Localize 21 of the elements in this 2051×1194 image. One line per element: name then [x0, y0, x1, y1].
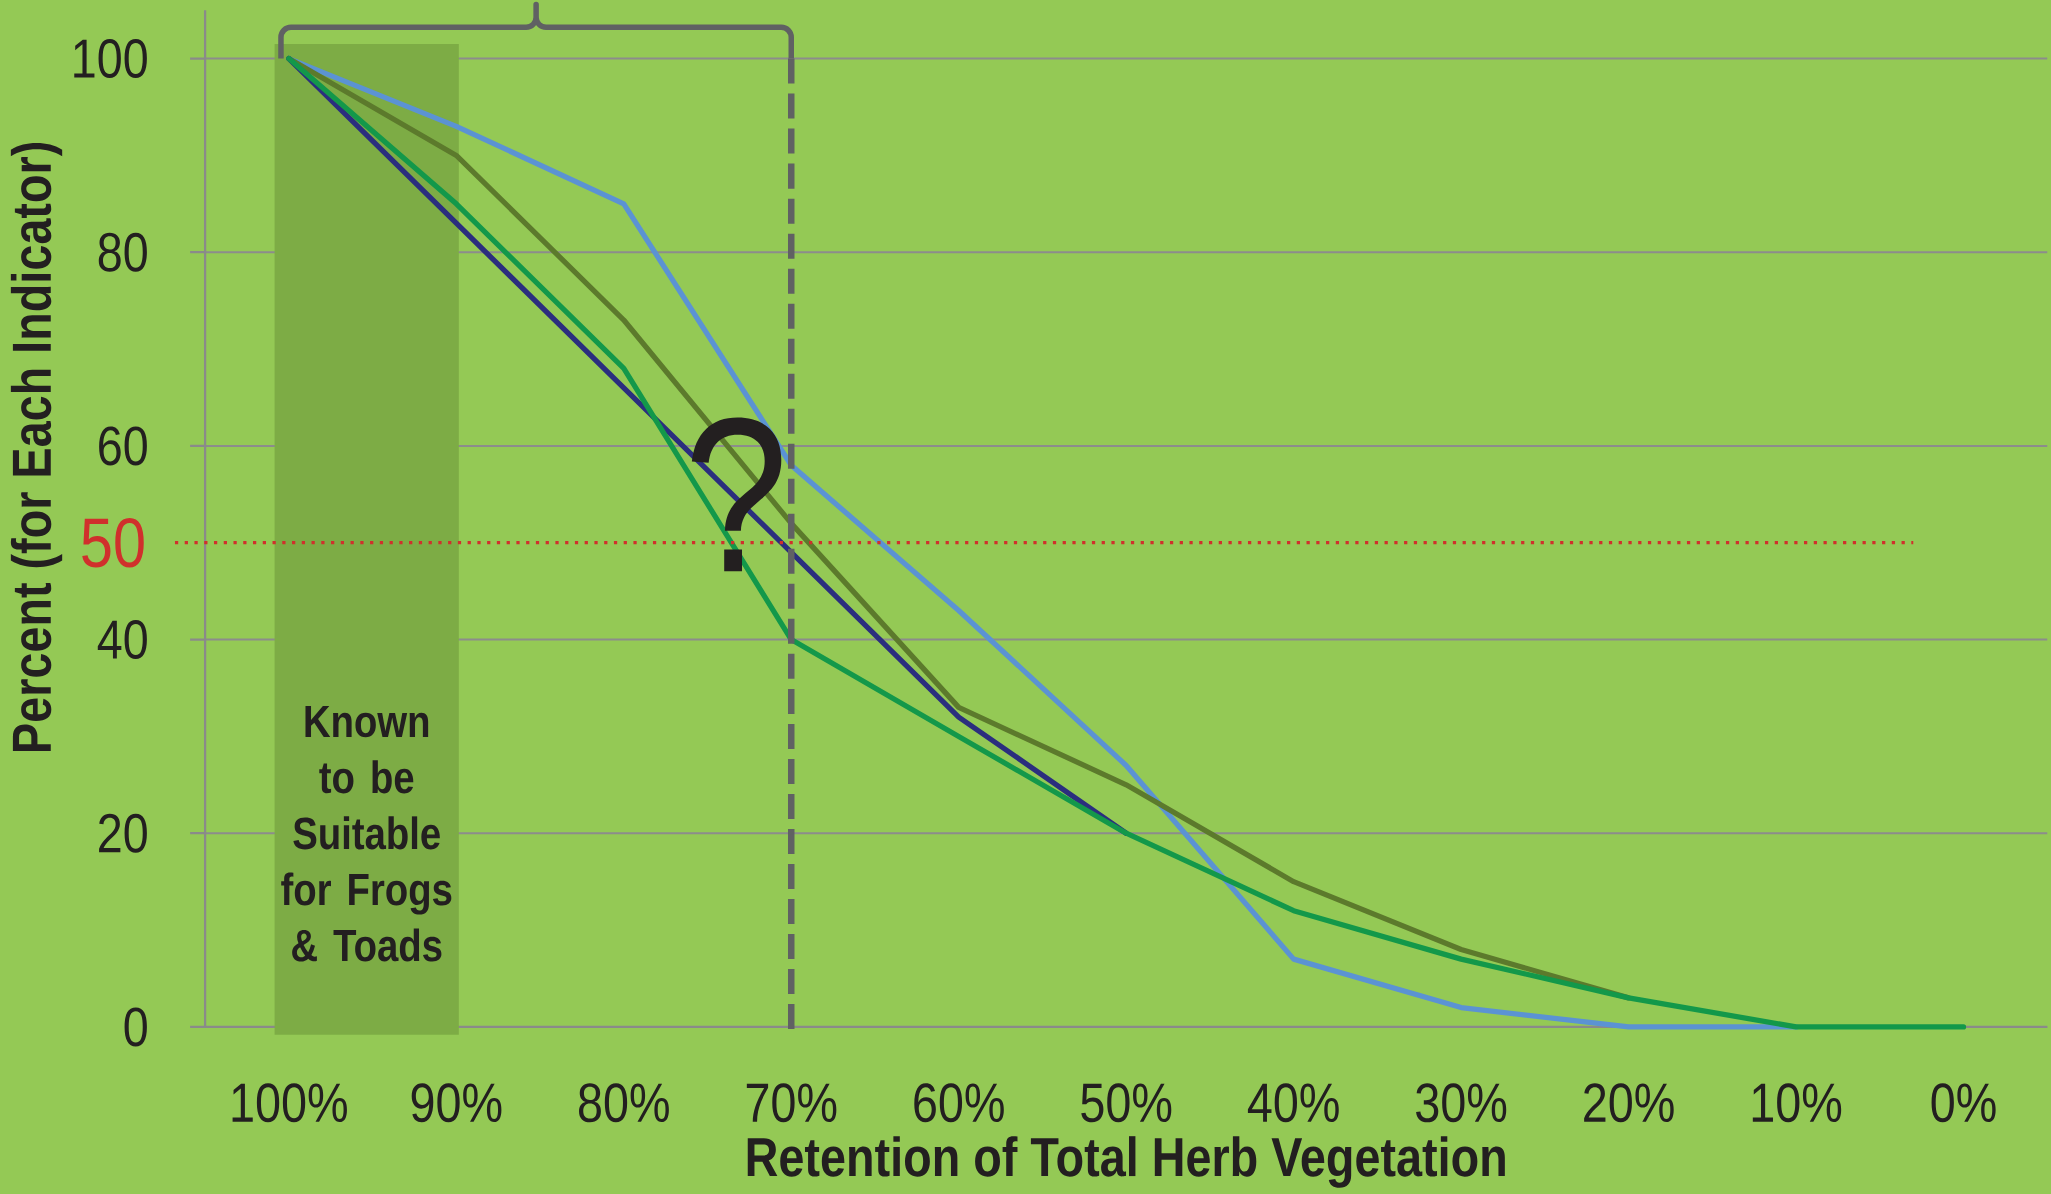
- x-tick-label: 70%: [746, 1083, 837, 1123]
- x-tick-label: 20%: [1584, 1083, 1674, 1123]
- x-tick-label: 60%: [914, 1083, 1004, 1123]
- x-tick-label: 10%: [1752, 1083, 1842, 1123]
- band-label: Known to be Suitable for Frogs & Toads: [281, 705, 452, 962]
- x-tick-label: 100%: [232, 1083, 347, 1123]
- x-tick-label: 40%: [1247, 1083, 1339, 1123]
- y-tick-label: 0: [124, 1007, 147, 1047]
- y-tick-label: 100: [74, 39, 147, 79]
- x-tick-label: 80%: [579, 1083, 669, 1123]
- y-tick-label: 40: [97, 620, 147, 660]
- x-tick-label: 30%: [1416, 1083, 1507, 1123]
- x-axis-title: Retention of Total Herb Vegetation: [747, 1136, 1505, 1188]
- y-tick-label: 60: [99, 426, 147, 466]
- x-tick-label: 0%: [1931, 1083, 1996, 1123]
- ref-line-label: 50: [82, 517, 144, 568]
- y-tick-label: 20: [99, 813, 147, 853]
- x-tick-label: 50%: [1081, 1083, 1172, 1123]
- x-tick-label: 90%: [411, 1083, 502, 1123]
- y-tick-label: 80: [98, 232, 147, 272]
- y-axis-title: Percent (for Each Indicator): [10, 143, 63, 751]
